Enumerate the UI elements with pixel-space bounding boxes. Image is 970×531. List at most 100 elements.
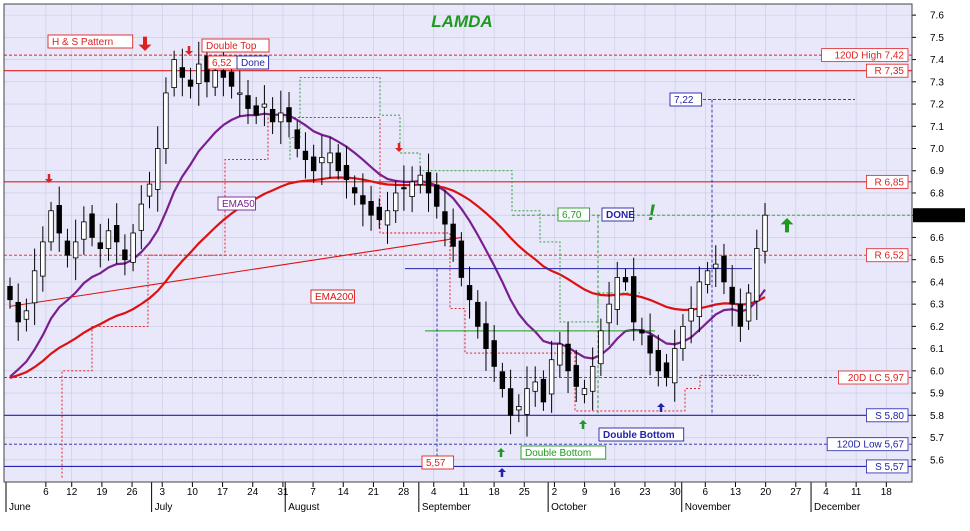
grid-lines	[4, 4, 912, 482]
ema50-label-box	[217, 196, 256, 211]
candle-body	[524, 388, 530, 415]
x-tick-label: 9	[582, 487, 588, 498]
candle-body	[491, 340, 497, 367]
level-label: S 5,80	[875, 411, 904, 422]
value-557-label-box	[421, 455, 455, 470]
month-label: July	[155, 502, 173, 513]
level-label-box	[838, 370, 909, 385]
candle-body	[384, 210, 391, 226]
candle-body	[155, 148, 161, 190]
level-label: 120D High 7,42	[835, 51, 905, 62]
candle-body	[721, 255, 727, 283]
y-tick-label: 7.2	[930, 100, 944, 111]
candle-body	[434, 184, 440, 207]
value-652-label: 6,52	[212, 58, 232, 69]
candle-body	[672, 348, 678, 384]
candle-body	[179, 67, 186, 78]
ema200-label: EMA200	[315, 292, 354, 303]
done-caps-label: DONE	[606, 210, 635, 221]
y-tick-label: 7.1	[930, 122, 944, 133]
x-tick-label: 4	[823, 487, 829, 498]
y-tick-label: 6.5	[930, 255, 944, 266]
level-label-box	[821, 48, 909, 63]
candle-body	[7, 285, 13, 301]
plot-frame	[3, 3, 913, 483]
value-670-label: 6,70	[562, 210, 582, 221]
candle-body	[376, 206, 382, 221]
candle-body	[138, 203, 145, 231]
value-670-label-box	[557, 207, 591, 222]
x-tick-label: 3	[159, 487, 165, 498]
month-label: December	[814, 502, 861, 513]
y-tick-label: 6.1	[930, 344, 944, 355]
y-tick-label: 7.4	[930, 55, 944, 66]
candle-body	[475, 301, 481, 327]
candle-body	[72, 241, 79, 259]
candle-body	[655, 349, 662, 372]
candle-body	[294, 129, 300, 149]
x-tick-label: 16	[609, 487, 621, 498]
done-label: Done	[241, 58, 265, 69]
candle-body	[639, 329, 645, 334]
candle-body	[458, 240, 465, 278]
double-bottom-green-label-box	[520, 445, 607, 460]
y-tick-label: 7.5	[930, 33, 944, 44]
x-tick-label: 20	[760, 487, 772, 498]
x-tick-label: 26	[126, 487, 138, 498]
candle-body	[630, 276, 637, 323]
candle-body	[704, 270, 711, 285]
candle-body	[762, 214, 768, 252]
candle-body	[360, 195, 366, 205]
y-tick-label: 5.8	[930, 411, 944, 422]
month-label: November	[685, 502, 732, 513]
down-arrow-icon	[185, 46, 193, 55]
y-tick-label: 7.0	[930, 144, 944, 155]
level-label-box	[866, 63, 909, 78]
double-top-label-box	[201, 38, 270, 53]
last-price-box	[913, 208, 965, 223]
candle-body	[187, 79, 194, 87]
down-arrow-icon	[395, 143, 403, 152]
candle-body	[401, 187, 407, 190]
candle-body	[614, 277, 620, 310]
candle-body	[622, 277, 629, 283]
candle-body	[261, 103, 268, 108]
x-tick-label: 13	[730, 487, 742, 498]
x-tick-label: 18	[881, 487, 893, 498]
candle-body	[483, 323, 489, 350]
candle-body	[302, 150, 309, 161]
candle-body	[196, 63, 202, 84]
x-tick-label: 12	[66, 487, 78, 498]
candle-body	[450, 223, 456, 247]
level-label: R 7,35	[875, 66, 905, 77]
x-tick-label: 28	[398, 487, 410, 498]
level-label-box	[826, 437, 909, 452]
candle-body	[286, 107, 292, 123]
candle-body	[310, 156, 317, 172]
candle-body	[343, 165, 350, 181]
candle-body	[130, 232, 136, 263]
value-722-label-box	[669, 92, 703, 107]
up-arrow-icon	[497, 448, 505, 457]
candle-body	[647, 335, 653, 354]
candle-body	[532, 381, 538, 392]
value-722-label: 7,22	[674, 95, 694, 106]
month-label: August	[288, 502, 319, 513]
candle-body	[245, 95, 251, 109]
candle-body	[565, 343, 571, 372]
down-arrow-icon	[45, 174, 53, 183]
x-tick-label: 6	[43, 487, 49, 498]
candle-body	[409, 181, 415, 197]
x-tick-label: 7	[310, 487, 316, 498]
right-axis-background	[912, 4, 968, 482]
level-label: S 5,57	[875, 462, 904, 473]
double-bottom-green-label: Double Bottom	[525, 448, 591, 459]
level-label-box	[866, 459, 909, 474]
double-top-label: Double Top	[206, 41, 257, 52]
level-label-box	[866, 174, 909, 189]
plot-background	[4, 4, 912, 482]
y-tick-label: 6.9	[930, 166, 944, 177]
candle-body	[220, 70, 227, 78]
double-bottom-blue-label-box	[598, 427, 685, 442]
x-tick-label: 11	[851, 487, 862, 498]
